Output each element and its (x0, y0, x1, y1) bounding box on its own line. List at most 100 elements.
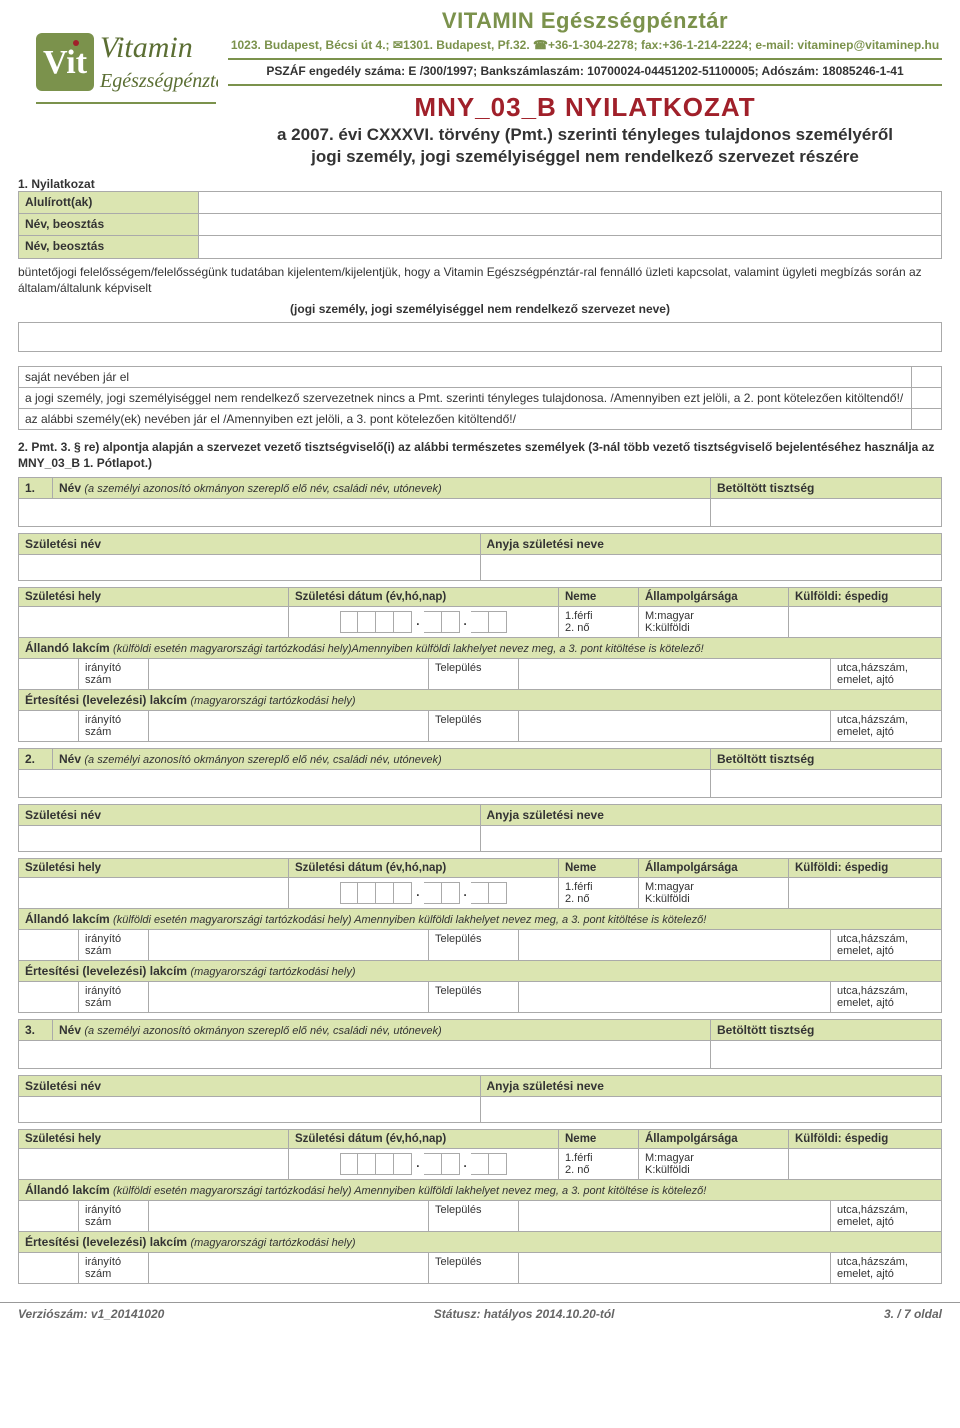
label-mail-addr: Értesítési (levelezési) lakcím (magyaror… (18, 690, 942, 711)
input-mail-city[interactable] (149, 982, 429, 1012)
input-alulirott[interactable] (199, 192, 941, 214)
input-nev-1[interactable] (199, 214, 941, 236)
label-street: utca,házszám, emelet, ajtó (831, 1201, 941, 1231)
gender-options[interactable]: 1.férfi 2. nő (559, 1149, 639, 1179)
input-perm-street[interactable] (519, 659, 831, 689)
brand-title: VITAMIN Egészségpénztár (228, 8, 942, 34)
label-city-2: Település (429, 1253, 519, 1283)
label-birth-name: Születési név (18, 1075, 480, 1097)
label-perm-addr: Állandó lakcím (külföldi esetén magyaror… (18, 638, 942, 659)
footer-page: 3. / 7 oldal (884, 1307, 942, 1321)
input-perm-city[interactable] (149, 930, 429, 960)
input-mother-name[interactable] (481, 1097, 942, 1122)
input-foreign[interactable] (789, 1149, 941, 1179)
label-zip: irányító szám (79, 1201, 149, 1231)
input-name[interactable] (19, 770, 711, 797)
input-foreign[interactable] (789, 607, 941, 637)
label-mother-name: Anyja születési neve (480, 1075, 943, 1097)
label-birth-date: Születési dátum (év,hó,nap) (289, 588, 559, 606)
input-birth-name[interactable] (19, 1097, 481, 1122)
page-header: Vit Vitamin Egészségpénztár VITAMIN Egés… (18, 10, 942, 167)
input-mail-city[interactable] (149, 1253, 429, 1283)
stmt-1-checkbox[interactable] (911, 367, 941, 387)
label-birth-place: Születési hely (19, 1130, 289, 1148)
input-perm-street[interactable] (519, 1201, 831, 1231)
input-position[interactable] (711, 1041, 941, 1068)
label-zip-2: irányító szám (79, 1253, 149, 1283)
input-perm-city[interactable] (149, 1201, 429, 1231)
logo-bottom-text: Egészségpénztár (99, 70, 218, 92)
label-birth-place: Születési hely (19, 859, 289, 877)
page-footer: Verziószám: v1_20141020 Státusz: hatályo… (0, 1302, 960, 1329)
svg-text:Vit: Vit (43, 44, 88, 81)
input-mail-street[interactable] (519, 982, 831, 1012)
input-mail-zip[interactable] (19, 982, 79, 1012)
label-birth-date: Születési dátum (év,hó,nap) (289, 859, 559, 877)
label-mail-addr: Értesítési (levelezési) lakcím (magyaror… (18, 961, 942, 982)
label-nev-2: Név, beosztás (19, 236, 199, 258)
input-nev-2[interactable] (199, 236, 941, 258)
stmt-3-checkbox[interactable] (911, 409, 941, 429)
input-perm-zip[interactable] (19, 930, 79, 960)
input-mother-name[interactable] (481, 555, 942, 580)
gender-options[interactable]: 1.férfi 2. nő (559, 878, 639, 908)
gender-options[interactable]: 1.férfi 2. nő (559, 607, 639, 637)
input-name[interactable] (19, 1041, 711, 1068)
label-alulirott: Alulírott(ak) (19, 192, 199, 214)
input-mail-city[interactable] (149, 711, 429, 741)
org-name-input[interactable] (18, 322, 942, 352)
input-birth-date[interactable]: . . (289, 607, 559, 637)
stmt-2: a jogi személy, jogi személyiséggel nem … (19, 388, 911, 408)
label-nev-1: Név, beosztás (19, 214, 199, 236)
input-mail-zip[interactable] (19, 1253, 79, 1283)
input-perm-zip[interactable] (19, 659, 79, 689)
label-zip-2: irányító szám (79, 982, 149, 1012)
person-number: 2. (19, 749, 53, 769)
statements-block: saját nevében jár el a jogi személy, jog… (18, 366, 942, 430)
input-birth-place[interactable] (19, 1149, 289, 1179)
input-foreign[interactable] (789, 878, 941, 908)
header-address: 1023. Budapest, Bécsi út 4.; ✉1301. Buda… (228, 38, 942, 60)
citizenship-options[interactable]: M:magyar K:külföldi (639, 878, 789, 908)
label-zip: irányító szám (79, 659, 149, 689)
label-name: Név (a személyi azonosító okmányon szere… (53, 478, 711, 498)
input-mail-street[interactable] (519, 711, 831, 741)
brand-logo: Vit Vitamin Egészségpénztár (18, 10, 228, 120)
input-mother-name[interactable] (481, 826, 942, 851)
input-position[interactable] (711, 499, 941, 526)
input-mail-zip[interactable] (19, 711, 79, 741)
input-birth-place[interactable] (19, 607, 289, 637)
header-pszaf: PSZÁF engedély száma: E /300/1997; Banks… (228, 64, 942, 86)
input-name[interactable] (19, 499, 711, 526)
input-birth-date[interactable]: . . (289, 1149, 559, 1179)
input-birth-name[interactable] (19, 555, 481, 580)
label-city: Település (429, 659, 519, 689)
input-perm-street[interactable] (519, 930, 831, 960)
input-mail-street[interactable] (519, 1253, 831, 1283)
person-number: 3. (19, 1020, 53, 1040)
input-position[interactable] (711, 770, 941, 797)
label-position: Betöltött tisztség (711, 478, 941, 498)
label-city: Település (429, 1201, 519, 1231)
input-birth-date[interactable]: . . (289, 878, 559, 908)
citizenship-options[interactable]: M:magyar K:külföldi (639, 1149, 789, 1179)
label-position: Betöltött tisztség (711, 1020, 941, 1040)
person-block-1: 1. Név (a személyi azonosító okmányon sz… (18, 477, 942, 742)
citizenship-options[interactable]: M:magyar K:külföldi (639, 607, 789, 637)
label-street: utca,házszám, emelet, ajtó (831, 930, 941, 960)
input-birth-name[interactable] (19, 826, 481, 851)
footer-version: Verziószám: v1_20141020 (18, 1307, 164, 1321)
section-2-lead: 2. Pmt. 3. § re) alpontja alapján a szer… (18, 440, 942, 471)
label-perm-addr: Állandó lakcím (külföldi esetén magyaror… (18, 909, 942, 930)
label-foreign: Külföldi: éspedig (789, 859, 941, 877)
input-perm-city[interactable] (149, 659, 429, 689)
label-zip: irányító szám (79, 930, 149, 960)
label-zip-2: irányító szám (79, 711, 149, 741)
input-birth-place[interactable] (19, 878, 289, 908)
label-city: Település (429, 930, 519, 960)
stmt-2-checkbox[interactable] (911, 388, 941, 408)
stmt-3: az alábbi személy(ek) nevében jár el /Am… (19, 409, 911, 429)
label-mother-name: Anyja születési neve (480, 804, 943, 826)
center-line: (jogi személy, jogi személyiséggel nem r… (18, 302, 942, 316)
input-perm-zip[interactable] (19, 1201, 79, 1231)
